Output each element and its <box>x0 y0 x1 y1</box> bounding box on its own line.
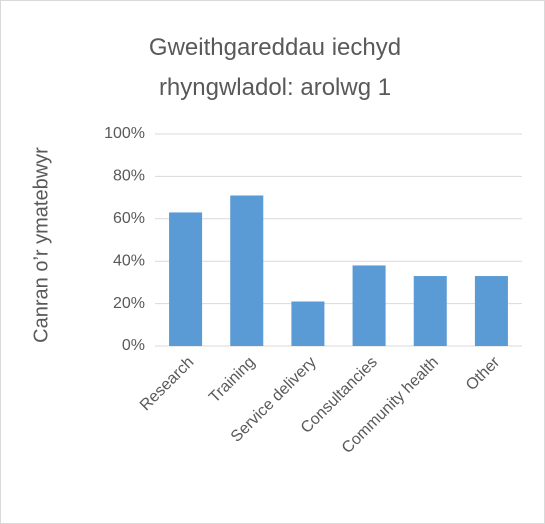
bar <box>413 276 447 346</box>
y-tick-label: 60% <box>113 210 145 227</box>
y-tick-label: 40% <box>113 252 145 269</box>
y-axis-label: Canran o’r ymatebwyr <box>30 147 52 343</box>
bar <box>474 276 508 346</box>
bar <box>169 212 203 346</box>
bar <box>230 195 264 346</box>
bar <box>352 265 386 346</box>
y-tick-label: 100% <box>104 125 145 142</box>
y-tick-label: 0% <box>122 337 145 354</box>
bar <box>291 301 325 346</box>
chart-title: Gweithgareddau iechyd rhyngwladol: arolw… <box>148 34 402 101</box>
y-tick-label: 80% <box>113 168 145 185</box>
y-tick-label: 20% <box>113 295 145 312</box>
